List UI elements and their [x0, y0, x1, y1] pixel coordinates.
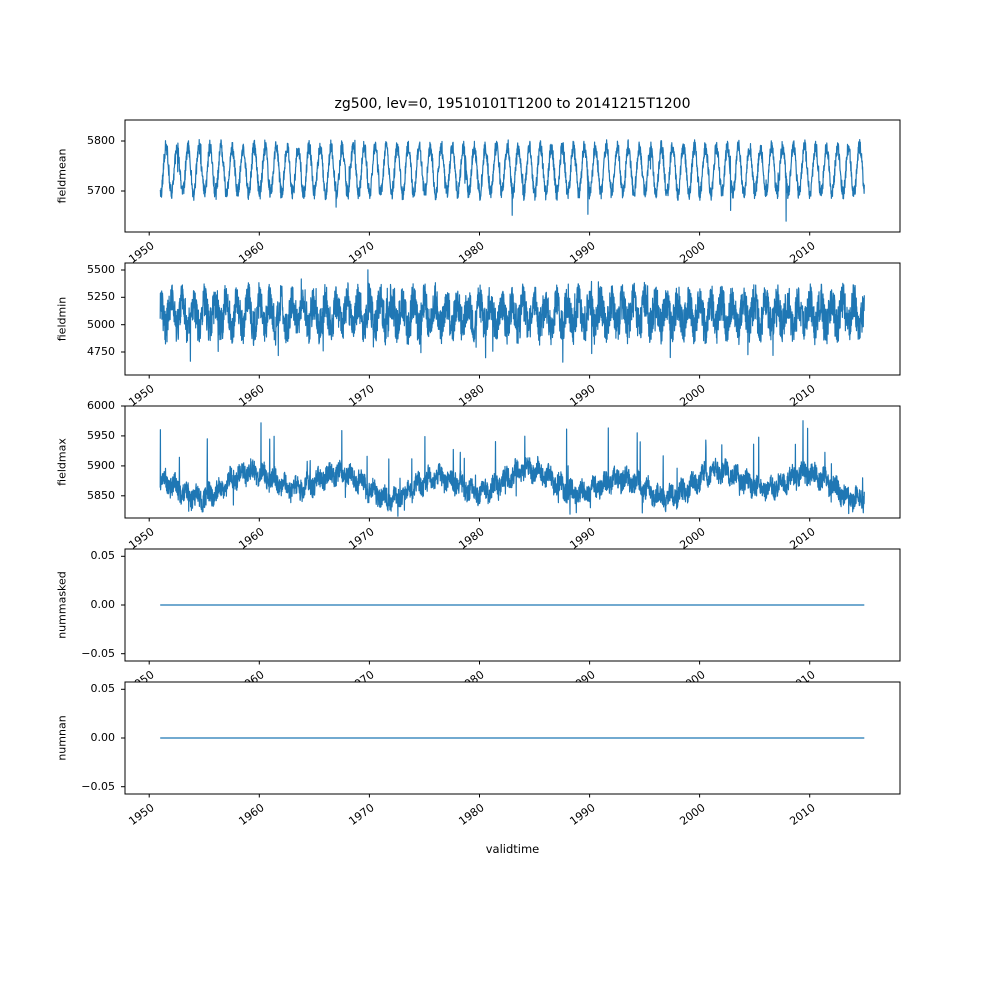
axes-numnan	[121, 681, 901, 798]
y-axis-label-fieldmean: fieldmean	[55, 148, 69, 204]
axes-fieldmin	[121, 262, 901, 379]
x-tick-label: 2000	[676, 801, 708, 828]
axes-frame	[124, 119, 901, 233]
axes-frame	[124, 262, 901, 376]
y-tick-label: 5800	[87, 134, 115, 147]
y-tick-label: 0.00	[90, 598, 116, 611]
chart-title: zg500, lev=0, 19510101T1200 to 20141215T…	[334, 96, 691, 112]
y-tick-label: 5950	[87, 428, 115, 442]
y-tick-label: −0.05	[81, 779, 115, 793]
y-axis-label-numnan: numnan	[55, 715, 69, 761]
axes-nummasked	[121, 548, 901, 665]
y-axis-label-nummasked: nummasked	[55, 571, 69, 639]
series-fieldmin	[159, 269, 865, 363]
y-tick-label: 4750	[87, 345, 115, 359]
y-tick-label: 0.00	[90, 731, 116, 744]
x-tick-label: 1990	[566, 801, 598, 828]
axes-fieldmean	[121, 119, 901, 236]
y-tick-label: −0.05	[81, 646, 115, 660]
y-tick-label: 0.05	[90, 549, 116, 563]
y-tick-label: 0.05	[90, 682, 116, 696]
axes-patch	[125, 406, 900, 518]
y-tick-label: 6000	[87, 399, 115, 412]
y-tick-label: 5700	[87, 184, 115, 197]
y-tick-label: 5850	[87, 488, 115, 502]
axes-fieldmax	[121, 405, 901, 522]
x-tick-label: 1950	[126, 801, 157, 828]
series-fieldmax	[159, 420, 865, 517]
y-axis-label-fieldmin: fieldmin	[55, 296, 69, 342]
y-tick-label: 5900	[87, 458, 115, 472]
series-fieldmean	[159, 139, 865, 222]
y-tick-label: 5000	[87, 317, 115, 331]
x-axis-label: validtime	[485, 842, 540, 856]
x-tick-label: 2010	[787, 801, 818, 828]
y-axis-label-fieldmax: fieldmax	[55, 438, 69, 486]
x-tick-label: 1980	[456, 801, 488, 828]
x-tick-label: 1960	[236, 801, 267, 828]
y-tick-label: 5250	[87, 290, 115, 304]
y-tick-label: 5500	[87, 263, 115, 276]
x-tick-label: 1970	[346, 801, 378, 828]
axes-frame	[124, 405, 901, 519]
